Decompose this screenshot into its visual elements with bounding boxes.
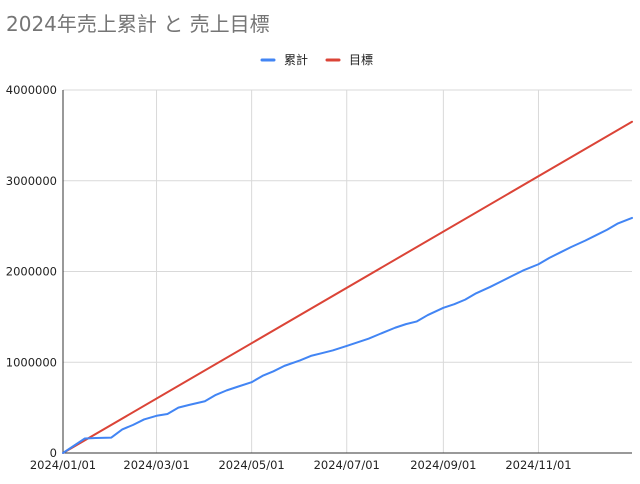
x-tick-label: 2024/05/01 <box>218 458 284 472</box>
legend: 累計 目標 <box>260 52 373 67</box>
series-layer <box>62 120 633 454</box>
axis-layer: 0 1000000 2000000 3000000 4000000 2024/01/01 2… <box>6 83 632 472</box>
y-tick-label: 0 <box>50 446 57 460</box>
x-tick-label: 2024/03/01 <box>123 458 189 472</box>
x-tick-label: 2024/07/01 <box>314 458 380 472</box>
legend-label: 累計 <box>284 52 308 67</box>
series-line-1 <box>62 120 633 454</box>
grid-layer <box>63 89 632 453</box>
y-tick-label: 2000000 <box>6 265 57 279</box>
y-tick-label: 3000000 <box>6 174 57 188</box>
chart-title: 2024年売上累計 と 売上目標 <box>6 12 270 36</box>
x-tick-label: 2024/01/01 <box>30 458 96 472</box>
legend-label: 目標 <box>349 53 373 67</box>
x-tick-label: 2024/11/01 <box>505 458 571 472</box>
y-tick-label: 1000000 <box>6 355 57 369</box>
series-line-0 <box>62 216 633 454</box>
y-tick-label: 4000000 <box>6 83 57 97</box>
x-tick-label: 2024/09/01 <box>410 458 476 472</box>
